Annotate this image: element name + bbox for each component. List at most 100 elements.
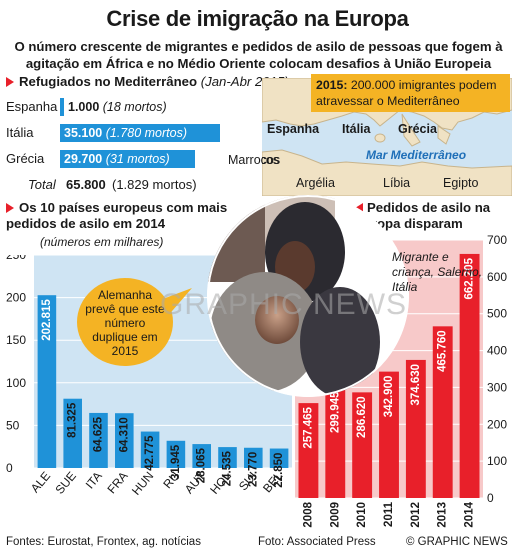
y-tick-label: 700: [487, 233, 507, 247]
triangle-marker-icon: [355, 203, 363, 213]
bar-RU: [166, 440, 186, 468]
x-tick-label: 2014: [464, 501, 476, 527]
x-tick-label: 2012: [410, 502, 422, 528]
refugee-bar-0: 1.000 (18 mortos): [60, 98, 220, 116]
y-tick-label: 100: [487, 454, 507, 468]
y-tick-label: 250: [6, 255, 26, 262]
bubble-shape: [77, 278, 192, 366]
map-label-greece: Grécia: [398, 122, 437, 136]
y-tick-label: 400: [487, 344, 507, 358]
refugees-heading: Refugiados no Mediterrâneo (Jan-Abr 2015…: [6, 74, 289, 89]
bar-value-label: 64.310: [118, 417, 130, 452]
y-tick-label: 0: [6, 461, 13, 475]
refugee-bar-1: 35.100 (1.780 mortos): [60, 124, 220, 142]
y-tick-label: 150: [6, 333, 26, 347]
bar-2010: [352, 392, 373, 498]
refugees-heading-text: Refugiados no Mediterrâneo: [19, 74, 198, 89]
y-tick-label: 0: [487, 491, 494, 505]
map-land-africa: [262, 149, 512, 196]
map-label-egypt: Egipto: [443, 176, 479, 190]
bar-value-label: 286.620: [356, 396, 368, 438]
refugee-deaths: (1.780 mortos): [102, 126, 187, 140]
photo-caption: Migrante e criança, Salerno, Itália: [392, 250, 483, 294]
map-label-italy: Itália: [342, 122, 371, 136]
left-chart-heading: Os 10 países europeus com mais pedidos d…: [6, 200, 276, 232]
x-tick-label: FRA: [104, 469, 130, 496]
x-tick-label: HUN: [129, 469, 156, 498]
triangle-marker-icon: [6, 77, 14, 87]
map-label-sea: Mar Mediterrâneo: [366, 148, 467, 162]
bar-2011: [379, 371, 399, 498]
y-tick-label: 50: [6, 418, 20, 432]
page-subtitle: O número crescente de migrantes e pedido…: [14, 39, 503, 71]
bar-value-label: 28.065: [196, 447, 208, 483]
x-tick-label: ITA: [83, 469, 105, 492]
bar-BEL: [269, 448, 289, 468]
bar-HUN: [140, 431, 160, 468]
bar-value-label: 662.205: [464, 257, 476, 299]
bar-2009: [325, 387, 346, 498]
y-tick-label: 200: [487, 417, 507, 431]
footer-photo-credit: Foto: Associated Press: [258, 536, 376, 548]
refugee-deaths: (18 mortos): [99, 100, 167, 114]
x-tick-label: 2013: [437, 502, 449, 528]
x-tick-label: SUE: [52, 469, 79, 497]
bar-SUI: [244, 447, 263, 468]
refugee-total-value: 65.800: [66, 177, 106, 192]
bar-2014: [459, 253, 480, 498]
y-tick-label: 600: [487, 270, 507, 284]
bar-value-label: 342.900: [383, 376, 395, 418]
map-label-morocco-outer: Marrocos: [228, 153, 281, 167]
x-tick-label: 2009: [329, 502, 341, 528]
refugee-total-label: Total: [28, 177, 56, 192]
refugee-country-italy: Itália: [6, 125, 34, 140]
watermark: GRAPHIC NEWS: [160, 288, 408, 321]
y-tick-label: 200: [6, 291, 26, 305]
bar-FRA: [115, 413, 134, 468]
bubble-text: Alemanha prevê que este número duplique …: [85, 288, 165, 358]
bar-value-label: 81.325: [67, 402, 79, 438]
y-tick-label: 500: [487, 307, 507, 321]
footer-copyright: © GRAPHIC NEWS: [406, 536, 508, 548]
bar-value-label: 23.770: [247, 452, 259, 487]
map-label-morocco: Marrocos: [262, 153, 280, 167]
footer-sources: Fontes: Eurostat, Frontex, ag. notícias: [6, 536, 201, 548]
left-chart-ylabel: (números em milhares): [40, 235, 164, 249]
bar-value-label: 31.945: [170, 444, 182, 480]
bar-value-label: 24.535: [222, 451, 234, 487]
bar-ALE: [37, 295, 57, 468]
x-tick-label: ALE: [28, 469, 53, 495]
bar-ITA: [89, 412, 108, 468]
bar-value-label: 374.630: [410, 364, 422, 406]
refugee-country-spain: Espanha: [6, 99, 58, 114]
bar-value-label: 202.815: [41, 299, 53, 341]
refugee-country-greece: Grécia: [6, 151, 45, 166]
refugee-value: 35.100: [64, 126, 103, 140]
map-land-island: [374, 133, 386, 143]
callout-year: 2015:: [316, 78, 348, 92]
bar-value-label: 22.850: [273, 453, 285, 488]
bar-AUT: [192, 444, 211, 468]
bar-2013: [432, 326, 453, 498]
page-title: Crise de imigração na Europa: [106, 6, 409, 31]
refugee-deaths: (31 mortos): [102, 152, 170, 166]
refugee-total-deaths: (1.829 mortos): [112, 177, 197, 192]
bar-HOL: [218, 447, 237, 468]
callout-2015: 2015: 200.000 imigrantes podem atravessa…: [311, 74, 510, 112]
x-tick-label: 2008: [302, 501, 314, 527]
migrant-photo: [205, 192, 410, 400]
map-label-libya: Líbia: [383, 176, 411, 190]
callout-text: 200.000 imigrantes podem atravessar o Me…: [316, 78, 497, 108]
x-tick-label: 2011: [383, 501, 395, 527]
bar-value-label: 42.775: [144, 435, 156, 471]
bar-value-label: 257.465: [302, 407, 314, 449]
photo-image: [207, 195, 409, 397]
y-tick-label: 100: [6, 376, 26, 390]
refugee-bar-2: 29.700 (31 mortos): [60, 150, 196, 168]
map-land-greece: [437, 125, 451, 145]
left-chart-heading-text: Os 10 países europeus com mais pedidos d…: [6, 200, 228, 231]
germany-forecast-bubble: Alemanha prevê que este número duplique …: [77, 278, 192, 366]
bar-2008: [298, 403, 319, 498]
bar-value-label: 465.760: [437, 330, 449, 372]
bar-value-label: 299.945: [329, 391, 341, 433]
